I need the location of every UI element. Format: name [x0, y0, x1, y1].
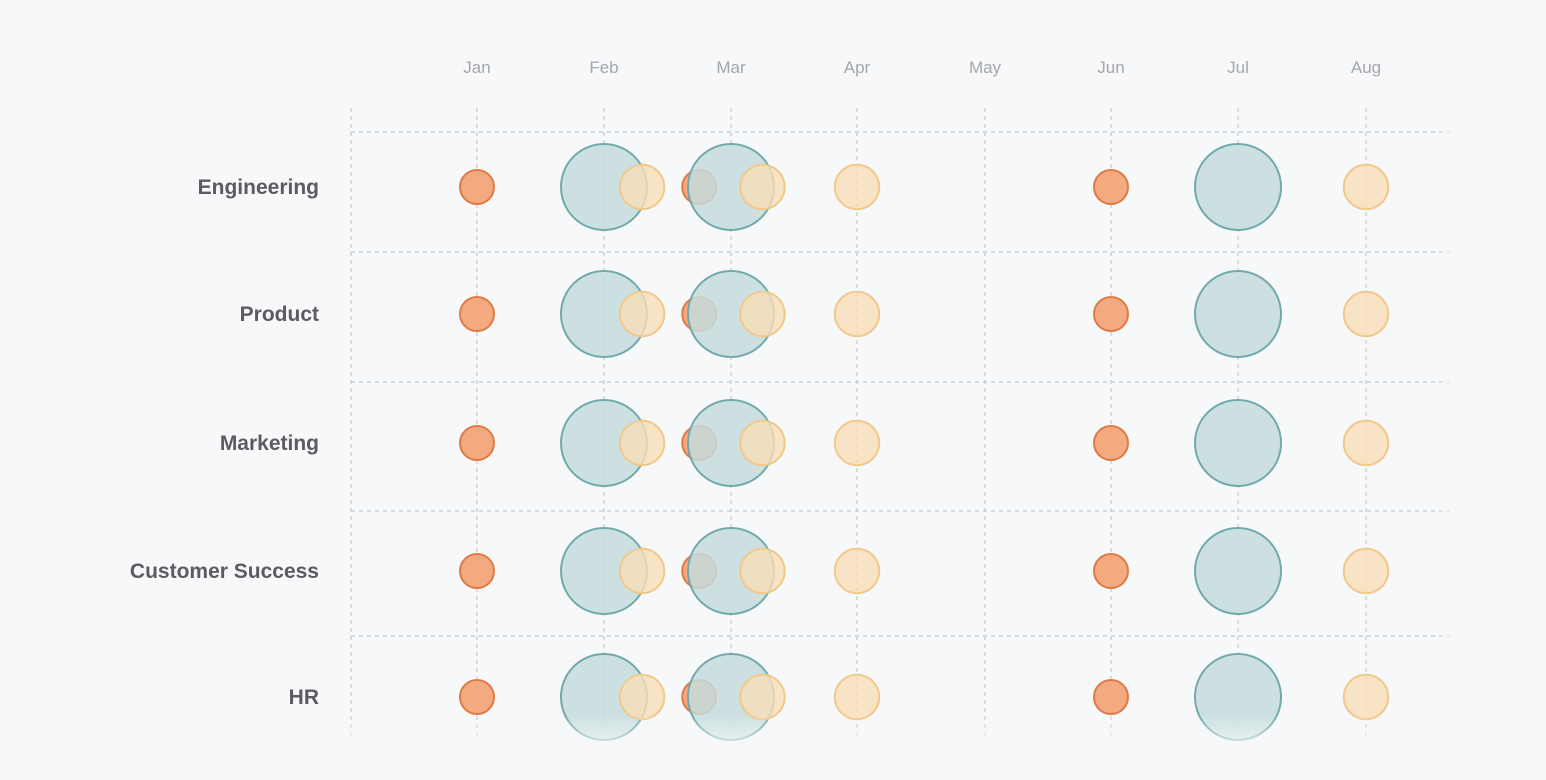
row-label-product: Product	[240, 303, 319, 326]
labels: Jan Feb Mar Apr May Jun Jul Aug Engineering Produ…	[130, 58, 1381, 709]
peach-bubble-product-5	[739, 290, 786, 338]
peach-bubble-hr-16	[618, 673, 666, 721]
peach-bubble-customer-success-13	[739, 547, 786, 595]
month-label-may: May	[969, 58, 1002, 77]
peach-bubble-marketing-8	[618, 419, 666, 467]
peach-bubble-product-4	[618, 290, 666, 338]
month-label-jun: Jun	[1097, 58, 1124, 77]
peach-bubble-engineering-1	[739, 163, 786, 211]
peach-bubble-hr-18	[833, 673, 881, 721]
fade-bottom-overlay	[340, 715, 1460, 755]
month-label-apr: Apr	[844, 58, 871, 77]
row-label-customer-success: Customer Success	[130, 560, 319, 583]
peach-bubble-product-6	[833, 290, 881, 338]
month-label-feb: Feb	[589, 58, 618, 77]
fade-right-overlay	[1300, 90, 1460, 750]
peach-bubble-marketing-9	[739, 419, 786, 467]
peach-bubble-marketing-10	[833, 419, 881, 467]
month-label-aug: Aug	[1351, 58, 1381, 77]
orange-bubble-engineering-0	[459, 169, 495, 205]
teal-bubble-product-5	[1194, 270, 1282, 358]
peach-bubble-customer-success-12	[618, 547, 666, 595]
orange-bubble-hr-14	[1093, 679, 1129, 715]
row-label-hr: HR	[289, 686, 319, 709]
orange-bubble-customer-success-9	[459, 553, 495, 589]
month-label-jan: Jan	[463, 58, 490, 77]
orange-bubble-hr-12	[459, 679, 495, 715]
bubbles	[459, 143, 1390, 741]
peach-bubble-engineering-2	[833, 163, 881, 211]
row-label-engineering: Engineering	[198, 176, 319, 199]
teal-bubble-marketing-8	[1194, 399, 1282, 487]
orange-bubble-customer-success-11	[1093, 553, 1129, 589]
orange-bubble-product-5	[1093, 296, 1129, 332]
peach-bubble-hr-17	[739, 673, 786, 721]
orange-bubble-marketing-6	[459, 425, 495, 461]
orange-bubble-marketing-8	[1093, 425, 1129, 461]
row-label-marketing: Marketing	[220, 432, 319, 455]
teal-bubble-customer-success-11	[1194, 527, 1282, 615]
month-label-jul: Jul	[1227, 58, 1249, 77]
grid	[350, 108, 1450, 740]
teal-bubble-engineering-2	[1194, 143, 1282, 231]
orange-bubble-engineering-2	[1093, 169, 1129, 205]
orange-bubble-product-3	[459, 296, 495, 332]
month-label-mar: Mar	[716, 58, 746, 77]
peach-bubble-engineering-0	[618, 163, 666, 211]
peach-bubble-customer-success-14	[833, 547, 881, 595]
